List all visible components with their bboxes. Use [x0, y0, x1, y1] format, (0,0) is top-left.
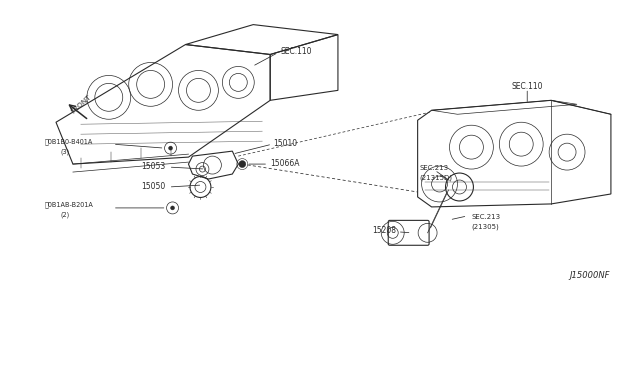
- Text: 15053: 15053: [141, 161, 166, 171]
- Text: 15050: 15050: [141, 182, 166, 190]
- Text: SEC.110: SEC.110: [280, 47, 312, 56]
- Text: SEC.213: SEC.213: [472, 214, 500, 220]
- Text: FRONT: FRONT: [70, 93, 92, 114]
- Text: 15066A: 15066A: [270, 158, 300, 167]
- Text: Ⓝ0B1B0-B401A: Ⓝ0B1B0-B401A: [45, 139, 93, 145]
- Text: (21315D): (21315D): [420, 175, 452, 181]
- Circle shape: [171, 206, 175, 210]
- Circle shape: [168, 146, 173, 150]
- Text: J15000NF: J15000NF: [569, 271, 609, 280]
- Text: SEC.110: SEC.110: [511, 82, 543, 91]
- Text: (21305): (21305): [472, 224, 499, 230]
- Text: SEC.213: SEC.213: [420, 165, 449, 171]
- Text: (2): (2): [61, 212, 70, 218]
- Circle shape: [239, 161, 246, 167]
- Text: 15010: 15010: [273, 139, 298, 148]
- Text: Ⓜ0B1AB-B201A: Ⓜ0B1AB-B201A: [45, 202, 94, 208]
- Text: (3): (3): [61, 149, 70, 155]
- Text: 15208: 15208: [372, 226, 396, 235]
